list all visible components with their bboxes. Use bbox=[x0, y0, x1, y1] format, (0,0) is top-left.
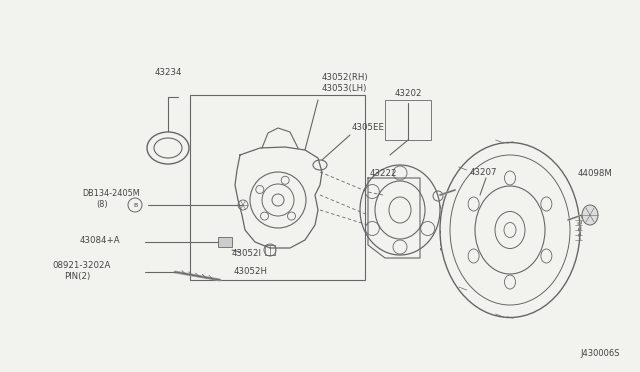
Bar bbox=[385, 100, 431, 140]
Bar bbox=[190, 95, 365, 280]
Text: 4305EE: 4305EE bbox=[352, 122, 385, 131]
Text: B: B bbox=[133, 202, 137, 208]
Text: 08921-3202A: 08921-3202A bbox=[52, 260, 110, 269]
Text: 43053(LH): 43053(LH) bbox=[322, 83, 367, 93]
Text: 43202: 43202 bbox=[394, 89, 422, 97]
Text: (8): (8) bbox=[96, 199, 108, 208]
Text: 43052H: 43052H bbox=[234, 267, 268, 276]
Bar bbox=[218, 237, 232, 247]
Text: DB134-2405M: DB134-2405M bbox=[82, 189, 140, 198]
Text: 43052I: 43052I bbox=[232, 248, 262, 257]
Text: 43222: 43222 bbox=[370, 169, 397, 177]
Text: J430006S: J430006S bbox=[580, 349, 620, 358]
Text: PIN(2): PIN(2) bbox=[64, 272, 90, 280]
Text: 44098M: 44098M bbox=[578, 169, 613, 177]
Ellipse shape bbox=[582, 205, 598, 225]
Text: 43207: 43207 bbox=[470, 167, 497, 176]
Text: 43234: 43234 bbox=[154, 67, 182, 77]
Text: 43052(RH): 43052(RH) bbox=[322, 73, 369, 81]
Text: 43084+A: 43084+A bbox=[80, 235, 120, 244]
